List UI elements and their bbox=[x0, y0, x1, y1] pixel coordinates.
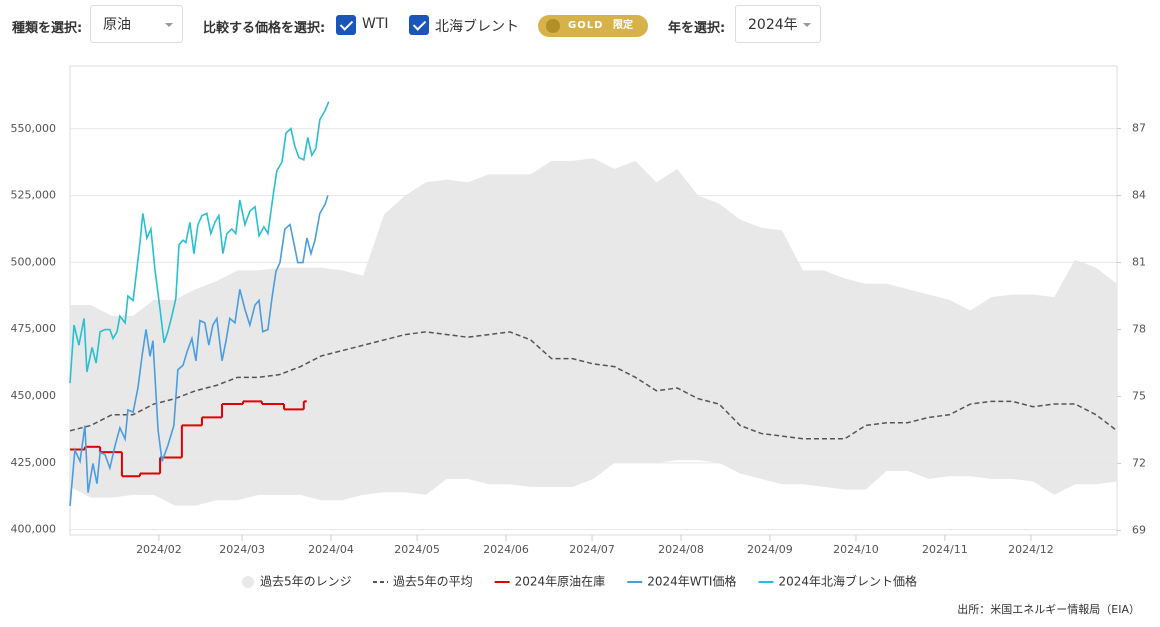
y2-tick-label: 75 bbox=[1132, 390, 1146, 403]
y-tick-label: 475,000 bbox=[11, 322, 57, 335]
y-tick-label: 500,000 bbox=[11, 255, 57, 268]
check-label: WTI bbox=[362, 16, 389, 32]
legend-label: 過去5年のレンジ bbox=[260, 575, 352, 589]
checkbox[interactable] bbox=[336, 15, 356, 35]
source: 出所：米国エネルギー情報局（EIA） bbox=[957, 602, 1140, 616]
check-label: 北海ブレント bbox=[435, 19, 519, 35]
x-tick-label: 2024/08 bbox=[658, 543, 704, 556]
y2-tick-label: 78 bbox=[1132, 323, 1146, 336]
y-tick-label: 450,000 bbox=[11, 389, 57, 402]
x-tick-label: 2024/10 bbox=[833, 543, 879, 556]
type-label: 種類を選択: bbox=[12, 21, 83, 36]
compare-label: 比較する価格を選択: bbox=[203, 21, 326, 36]
x-tick-label: 2024/04 bbox=[308, 543, 354, 556]
legend-label: 2024年WTI価格 bbox=[647, 574, 736, 589]
x-tick-label: 2024/09 bbox=[747, 543, 793, 556]
y-tick-label: 400,000 bbox=[11, 523, 57, 536]
legend-label: 2024年北海ブレント価格 bbox=[778, 574, 917, 589]
x-tick-label: 2024/12 bbox=[1008, 543, 1054, 556]
gold-badge[interactable]: GOLD 限定 bbox=[538, 15, 648, 37]
x-tick-label: 2024/06 bbox=[483, 543, 529, 556]
legend-label: 2024年原油在庫 bbox=[515, 575, 606, 589]
series-line bbox=[69, 101, 330, 384]
x-tick-label: 2024/11 bbox=[922, 543, 968, 556]
gold-text: GOLD bbox=[568, 20, 604, 31]
x-tick-label: 2024/03 bbox=[219, 543, 265, 556]
x-tick-label: 2024/02 bbox=[136, 543, 182, 556]
year-label: 年を選択: bbox=[668, 21, 726, 36]
checkbox[interactable] bbox=[409, 15, 429, 35]
series-line bbox=[69, 195, 329, 507]
y2-tick-label: 72 bbox=[1132, 457, 1146, 470]
y-tick-label: 525,000 bbox=[11, 189, 57, 202]
x-tick-label: 2024/07 bbox=[569, 543, 615, 556]
gold-limited: 限定 bbox=[613, 20, 633, 31]
y2-tick-label: 87 bbox=[1132, 122, 1146, 135]
year-select[interactable]: 2024年 bbox=[735, 5, 821, 43]
y2-tick-label: 84 bbox=[1132, 189, 1146, 202]
y2-tick-label: 81 bbox=[1132, 256, 1146, 269]
series-line bbox=[69, 331, 1118, 440]
type-select[interactable]: 原油 bbox=[90, 5, 183, 43]
legend-label: 過去5年の平均 bbox=[393, 575, 473, 589]
y-tick-label: 425,000 bbox=[11, 456, 57, 469]
x-tick-label: 2024/05 bbox=[394, 543, 440, 556]
y2-tick-label: 69 bbox=[1132, 524, 1146, 537]
legend-swatch bbox=[242, 576, 254, 588]
y-tick-label: 550,000 bbox=[11, 122, 57, 135]
range-area bbox=[70, 158, 1117, 506]
